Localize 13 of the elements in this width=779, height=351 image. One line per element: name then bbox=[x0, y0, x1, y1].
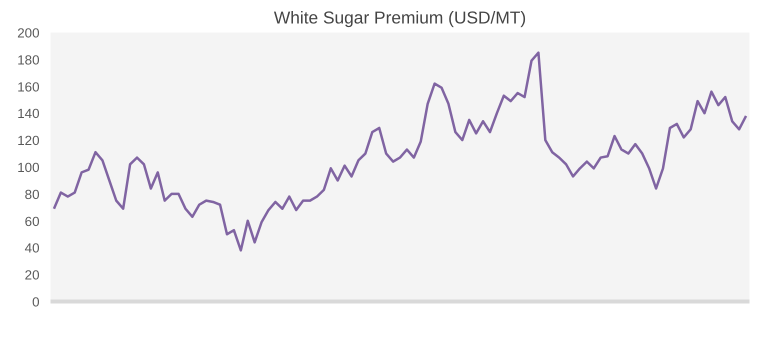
y-tick-label: 140 bbox=[17, 106, 40, 122]
y-tick-label: 180 bbox=[17, 52, 40, 68]
y-tick-label: 0 bbox=[32, 294, 40, 310]
chart-title: White Sugar Premium (USD/MT) bbox=[274, 8, 526, 28]
y-tick-label: 100 bbox=[17, 160, 40, 175]
y-tick-label: 120 bbox=[17, 133, 40, 148]
y-tick-label: 80 bbox=[24, 186, 40, 202]
y-tick-label: 40 bbox=[24, 240, 40, 256]
y-tick-label: 200 bbox=[17, 26, 40, 40]
line-series bbox=[52, 51, 748, 252]
y-tick-label: 60 bbox=[24, 214, 40, 229]
y-tick-label: 20 bbox=[24, 268, 40, 283]
y-tick-label: 160 bbox=[17, 79, 40, 94]
